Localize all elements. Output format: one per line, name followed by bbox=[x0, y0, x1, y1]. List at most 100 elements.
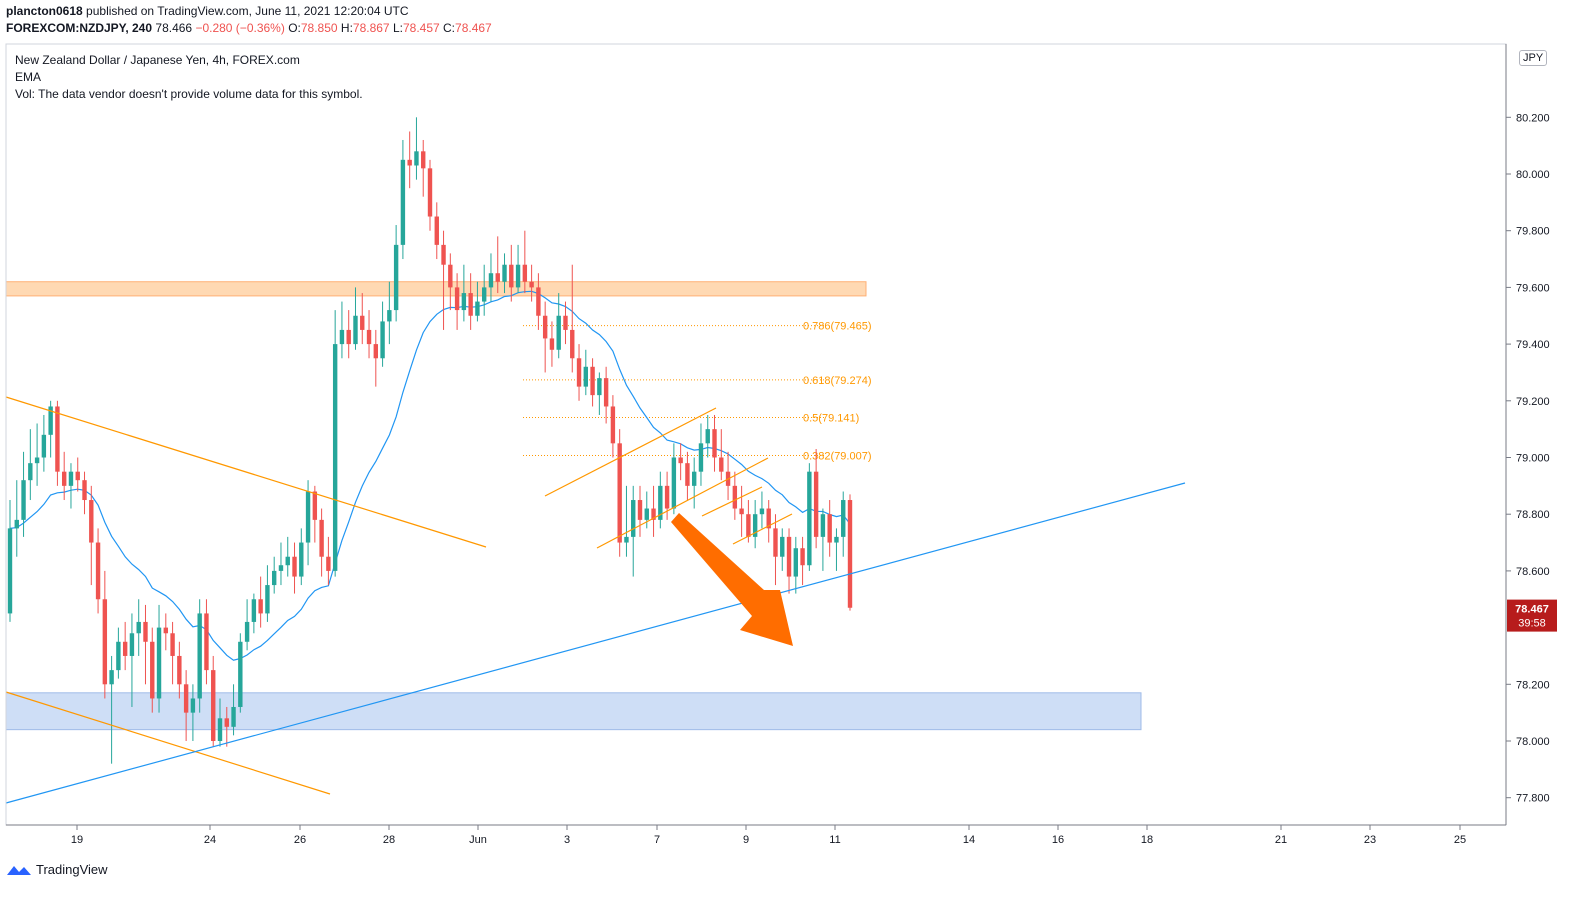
candle-body bbox=[299, 542, 304, 577]
x-tick-label: 24 bbox=[204, 834, 216, 846]
candle-body bbox=[116, 641, 121, 671]
candle-body bbox=[847, 500, 853, 608]
candle-body bbox=[400, 159, 406, 245]
close-label: C: bbox=[443, 21, 456, 35]
ema-line-group bbox=[9, 290, 851, 661]
blue-uptrend-line bbox=[5, 482, 1186, 804]
candle-body bbox=[48, 406, 53, 435]
candle-body bbox=[190, 698, 196, 713]
candle-body bbox=[217, 718, 223, 741]
candle-body bbox=[529, 281, 534, 288]
candle-body bbox=[820, 514, 826, 537]
candle-body bbox=[373, 344, 379, 359]
candle-body bbox=[407, 159, 412, 166]
x-tick-label: 19 bbox=[71, 834, 83, 846]
candle-body bbox=[651, 508, 656, 520]
fibonacci-levels: 0.786(79.465) 0.618(79.274) 0.5(79.141) 0.3… bbox=[523, 321, 872, 463]
candle-body bbox=[271, 570, 277, 586]
candle-body bbox=[502, 264, 507, 282]
candle-body bbox=[678, 457, 683, 464]
x-tick-label: 7 bbox=[654, 834, 660, 846]
candle-body bbox=[610, 406, 616, 444]
fib-label: 0.618(79.274) bbox=[803, 375, 872, 387]
legend-title: New Zealand Dollar / Japanese Yen, 4h, F… bbox=[15, 53, 300, 67]
small-channel-lower bbox=[732, 513, 793, 545]
open-value: 78.850 bbox=[300, 21, 338, 35]
candle-body bbox=[41, 434, 47, 458]
candle-body bbox=[387, 310, 392, 322]
candle-body bbox=[353, 315, 358, 345]
candle-body bbox=[739, 508, 744, 515]
currency-badge[interactable]: JPY bbox=[1519, 50, 1548, 66]
candle-body bbox=[68, 471, 74, 486]
candle-body bbox=[421, 151, 426, 169]
y-tick-label: 78.200 bbox=[1516, 679, 1550, 691]
footer-brand[interactable]: TradingView bbox=[6, 862, 108, 877]
channel-line-lower bbox=[596, 457, 769, 549]
y-tick-label: 79.800 bbox=[1516, 226, 1550, 238]
candle-body bbox=[319, 519, 324, 557]
fib-label: 0.786(79.465) bbox=[803, 321, 872, 333]
price-tag-value: 78.467 bbox=[1515, 604, 1549, 616]
y-tick-label: 78.000 bbox=[1516, 736, 1550, 748]
candle-body bbox=[14, 519, 19, 529]
candle-body bbox=[488, 273, 494, 288]
candle-body bbox=[265, 585, 270, 614]
candle-body bbox=[624, 536, 629, 543]
candle-body bbox=[292, 556, 297, 577]
y-tick-label: 79.200 bbox=[1516, 396, 1550, 408]
candle-body bbox=[671, 457, 677, 509]
y-tick-label: 78.800 bbox=[1516, 509, 1550, 521]
candle-body bbox=[522, 264, 528, 282]
legend-ema: EMA bbox=[15, 70, 42, 84]
candle-body bbox=[800, 548, 805, 566]
trend-lines bbox=[5, 396, 1186, 804]
candle-body bbox=[177, 655, 182, 685]
candle-body bbox=[834, 536, 839, 543]
candle-body bbox=[95, 542, 101, 600]
candle-body bbox=[637, 500, 643, 520]
x-tick-label: Jun bbox=[469, 834, 487, 846]
candle-body bbox=[136, 621, 141, 634]
candle-body bbox=[542, 315, 548, 339]
x-tick-label: 26 bbox=[294, 834, 306, 846]
candle-body bbox=[759, 508, 765, 515]
candle-body bbox=[685, 463, 690, 486]
candle-body bbox=[786, 536, 792, 577]
candle-body bbox=[360, 315, 365, 330]
candle-body bbox=[468, 293, 473, 316]
candle-body bbox=[339, 329, 345, 345]
candle-body bbox=[102, 599, 108, 685]
candle-body bbox=[509, 264, 514, 288]
candle-body bbox=[712, 429, 717, 458]
candle-body bbox=[332, 344, 338, 571]
candle-body bbox=[163, 627, 169, 634]
y-tick-label: 79.400 bbox=[1516, 339, 1550, 351]
candle-body bbox=[556, 315, 561, 350]
orange-downtrend-line-upper bbox=[5, 396, 487, 548]
publisher-name[interactable]: plancton0618 bbox=[6, 4, 83, 18]
candle-body bbox=[644, 508, 649, 520]
candle-body bbox=[434, 216, 439, 245]
arrow-annotation bbox=[671, 513, 793, 646]
candle-body bbox=[109, 670, 114, 685]
candle-body bbox=[150, 641, 155, 699]
candle-body bbox=[305, 491, 311, 543]
candle-body bbox=[752, 514, 758, 537]
publish-line: plancton0618 published on TradingView.co… bbox=[6, 4, 408, 18]
candle-body bbox=[21, 480, 26, 520]
zones bbox=[5, 281, 1142, 731]
candles bbox=[7, 117, 853, 764]
small-channel-upper bbox=[701, 486, 763, 517]
last-price: 78.466 bbox=[155, 21, 193, 35]
close-value: 78.467 bbox=[455, 21, 492, 35]
x-tick-label: 28 bbox=[383, 834, 395, 846]
low-value: 78.457 bbox=[402, 21, 440, 35]
y-tick-label: 80.000 bbox=[1516, 169, 1550, 181]
candle-body bbox=[841, 500, 846, 537]
candle-body bbox=[197, 613, 202, 699]
candle-body bbox=[89, 500, 94, 543]
orange-downtrend-line-lower bbox=[5, 691, 331, 795]
y-tick-label: 77.800 bbox=[1516, 793, 1550, 805]
